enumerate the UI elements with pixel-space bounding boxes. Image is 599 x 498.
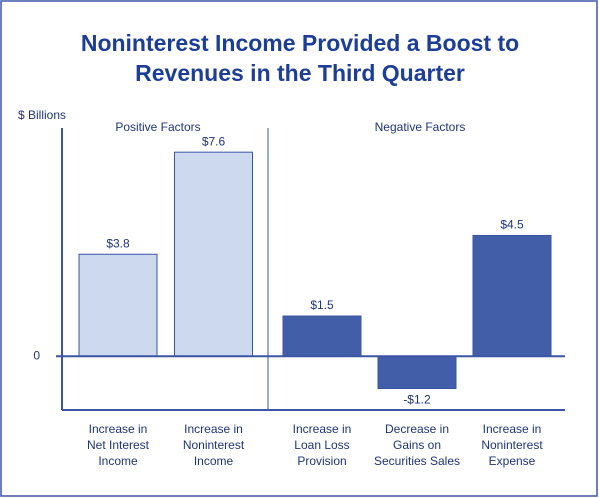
y-axis-label: $ Billions: [18, 108, 66, 122]
bar: [282, 315, 362, 357]
bar: [472, 234, 552, 357]
value-label: $4.5: [500, 218, 524, 232]
value-label: $3.8: [106, 236, 130, 250]
x-tick-label: Increase in: [483, 422, 542, 436]
x-tick-label: Increase in: [293, 422, 352, 436]
value-label: $1.5: [310, 298, 334, 312]
x-tick-label: Noninterest: [183, 438, 245, 452]
x-tick-label: Gains on: [393, 438, 441, 452]
bar: [174, 151, 253, 357]
x-tick-label: Noninterest: [481, 438, 543, 452]
x-tick-label: Net Interest: [87, 438, 150, 452]
x-tick-label: Income: [194, 454, 234, 468]
bar: [377, 355, 457, 390]
x-tick-label: Loan Loss: [294, 438, 349, 452]
x-tick-label: Increase in: [184, 422, 243, 436]
x-tick-label: Income: [98, 454, 138, 468]
y-tick-label: 0: [33, 348, 40, 362]
value-label: $7.6: [202, 134, 226, 148]
x-tick-label: Increase in: [89, 422, 148, 436]
x-tick-label: Securities Sales: [374, 454, 460, 468]
x-tick-label: Expense: [489, 454, 536, 468]
value-label: -$1.2: [403, 393, 431, 407]
x-tick-label: Provision: [297, 454, 346, 468]
chart-title: Noninterest Income Provided a Boost to: [81, 30, 519, 56]
chart-title: Revenues in the Third Quarter: [135, 60, 465, 86]
group-label: Positive Factors: [115, 120, 200, 134]
group-label: Negative Factors: [375, 120, 466, 134]
bar: [78, 253, 158, 357]
x-tick-label: Decrease in: [385, 422, 449, 436]
